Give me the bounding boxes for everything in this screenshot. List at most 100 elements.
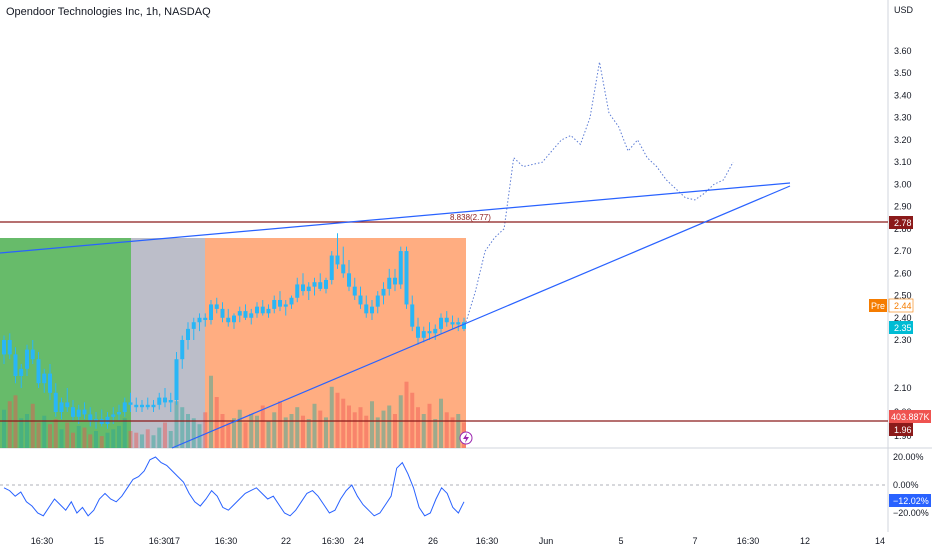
candle-body: [266, 308, 271, 314]
candle-body: [421, 331, 426, 338]
candle-body: [272, 299, 277, 309]
candle-body: [157, 397, 162, 405]
candle-body: [76, 409, 81, 417]
oscillator-path: [3, 456, 465, 517]
volume-bar: [82, 427, 87, 448]
volume-bar: [375, 417, 380, 448]
candle-body: [462, 322, 466, 329]
candle-body: [433, 328, 438, 334]
volume-bar: [94, 431, 98, 448]
candle-body: [122, 402, 127, 412]
candle-body: [134, 404, 139, 408]
x-tick-label: 5: [618, 536, 623, 546]
candle-body: [329, 255, 334, 280]
candle-body: [439, 317, 443, 329]
candle-body: [318, 282, 323, 289]
volume-bar: [7, 401, 12, 448]
volume-bar: [364, 415, 369, 448]
candle-body: [53, 392, 58, 412]
trend-annotation: 8.838(2.77): [450, 213, 491, 222]
candle-body: [232, 315, 236, 323]
svg-text:2.35: 2.35: [894, 323, 912, 333]
volume-bar: [168, 431, 173, 448]
candle-body: [197, 317, 202, 323]
candle-body: [295, 284, 300, 298]
svg-text:2.78: 2.78: [894, 218, 912, 228]
candle-body: [128, 402, 133, 405]
candle-body: [191, 322, 196, 329]
candle-body: [25, 349, 29, 369]
volume-bar: [36, 422, 41, 448]
candle-body: [358, 295, 363, 305]
volume-bar: [2, 409, 6, 448]
volume-bar: [19, 418, 24, 448]
x-tick-label: 16:30: [215, 536, 238, 546]
x-tick-label: 16:30: [322, 536, 345, 546]
osc-tick-label: 0.00%: [893, 480, 919, 490]
volume-bar: [145, 429, 150, 448]
lightning-icon[interactable]: [459, 431, 473, 445]
resistance-tag: 2.78: [889, 216, 913, 229]
volume-bar: [128, 431, 133, 448]
support-tag: 1.96: [889, 423, 913, 436]
volume-bar: [312, 403, 317, 448]
volume-bar: [421, 414, 426, 448]
volume-bar: [370, 401, 374, 448]
volume-bar: [450, 417, 455, 448]
volume-bar: [433, 419, 438, 448]
volume-bar: [347, 405, 351, 448]
candle-body: [59, 402, 64, 412]
candle-body: [456, 322, 461, 325]
volume-bar: [232, 418, 236, 448]
candle-body: [226, 317, 231, 323]
candle-body: [381, 288, 386, 296]
volume-bar: [122, 418, 127, 448]
orange-zone: [205, 238, 466, 448]
volume-bar: [226, 422, 231, 448]
volume-bar: [59, 429, 64, 448]
volume-bar: [260, 405, 265, 448]
volume-bar: [439, 398, 443, 448]
candle-body: [140, 404, 144, 408]
volume-bar: [393, 414, 397, 448]
y-tick-label: 3.10: [894, 157, 912, 167]
upper-trend-line: [0, 182, 791, 254]
volume-bar: [324, 417, 328, 448]
volume-bar: [387, 405, 392, 448]
volume-bar: [398, 395, 403, 448]
candle-body: [2, 340, 6, 355]
candle-body: [352, 286, 357, 296]
candle-body: [30, 349, 35, 360]
x-tick-label: 17: [170, 536, 180, 546]
volume-bar: [174, 401, 179, 448]
candle-body: [42, 373, 47, 384]
volume-bar: [13, 395, 18, 448]
candle-body: [151, 404, 156, 408]
y-tick-label: 2.50: [894, 291, 912, 301]
green-zone: [0, 238, 131, 448]
volume-bar: [105, 432, 110, 448]
x-tick-label: 14: [875, 536, 885, 546]
candle-body: [410, 304, 415, 327]
x-tick-label: Jun: [539, 536, 554, 546]
price-axis[interactable]: 3.603.503.403.303.203.103.002.902.802.70…: [894, 46, 912, 441]
candle-body: [289, 297, 294, 305]
candle-body: [398, 251, 403, 285]
volume-bar: [88, 434, 93, 448]
volume-bar: [71, 432, 75, 448]
candle-body: [220, 308, 225, 318]
last-price-tag: 2.35: [889, 321, 913, 334]
projection-path: [465, 62, 734, 323]
volume-bar: [329, 386, 334, 448]
y-tick-label: 2.90: [894, 202, 912, 212]
volume-bar: [53, 419, 58, 448]
y-tick-label: 3.00: [894, 179, 912, 189]
volume-bar: [289, 414, 294, 448]
candle-body: [48, 373, 52, 393]
osc-tick-label: 20.00%: [893, 452, 924, 462]
x-tick-label: 24: [354, 536, 364, 546]
currency-unit: USD: [894, 5, 914, 15]
osc-tick-label: −20.00%: [893, 508, 929, 518]
